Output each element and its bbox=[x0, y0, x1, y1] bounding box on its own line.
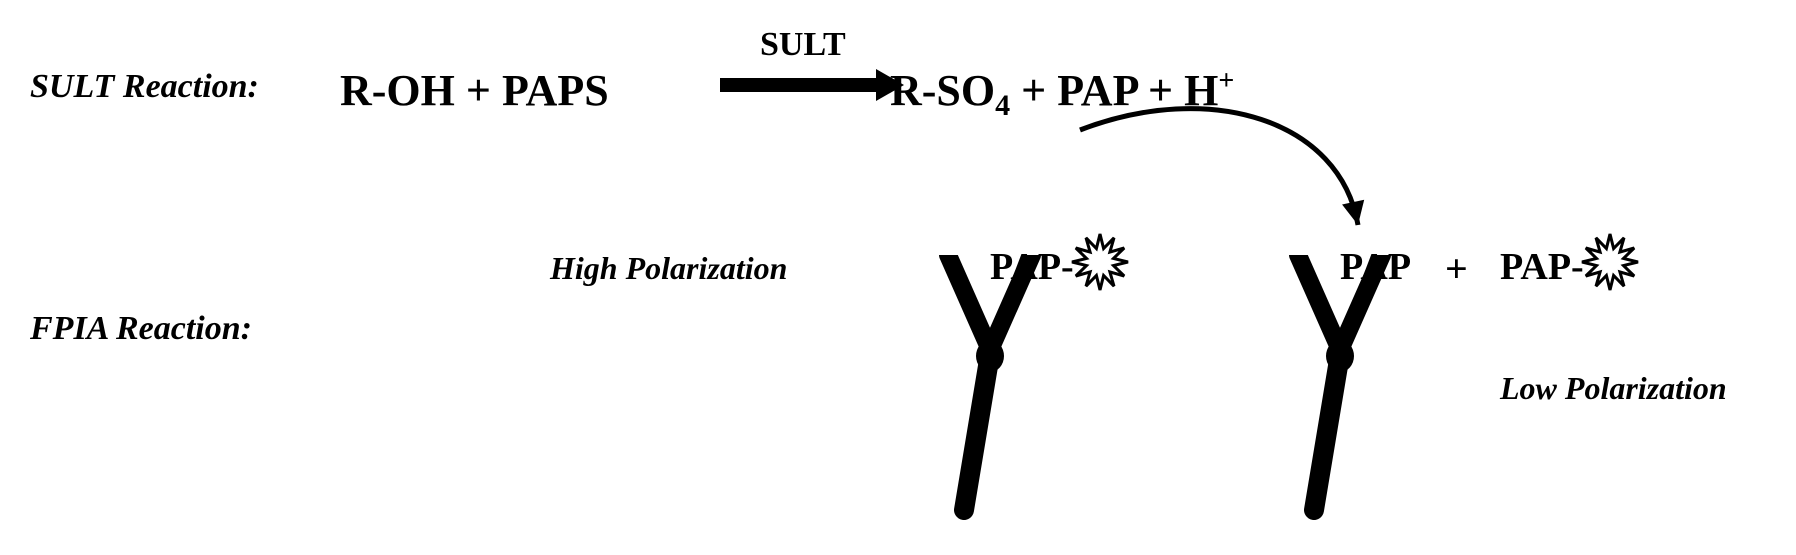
antibody-free bbox=[1250, 255, 1430, 555]
plus-sign: + bbox=[1445, 245, 1468, 292]
fluorophore-star-icon-2 bbox=[1570, 222, 1650, 302]
pap-free-label: PAP bbox=[1340, 245, 1411, 289]
